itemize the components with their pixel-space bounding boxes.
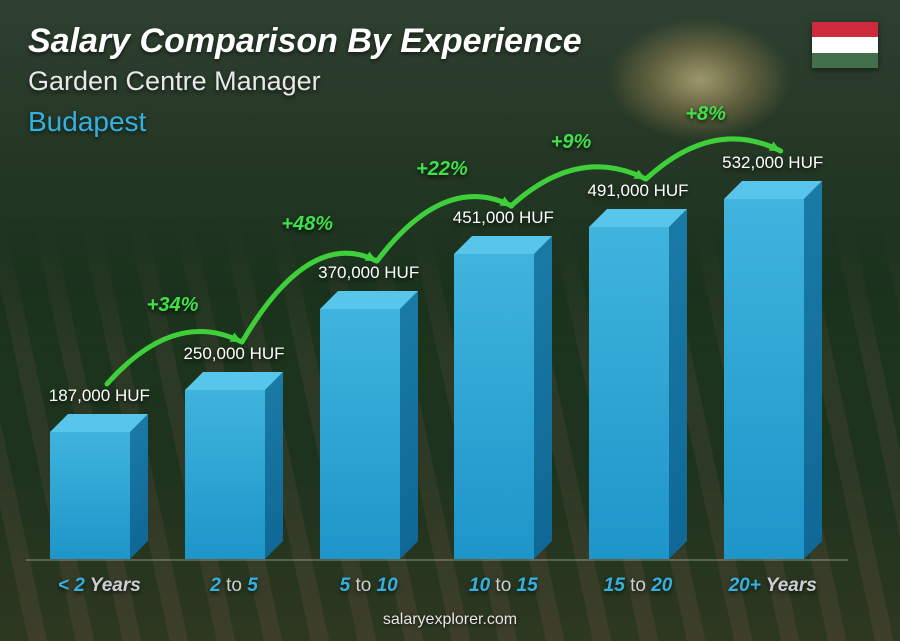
bar-front — [50, 432, 130, 559]
footer-credit: salaryexplorer.com — [0, 611, 900, 629]
growth-label-3: +22% — [416, 158, 468, 181]
bar-shape — [589, 227, 687, 559]
bar-front — [589, 227, 669, 559]
bar-side — [804, 181, 822, 559]
growth-label-4: +9% — [551, 131, 592, 154]
x-label-0: < 2 Years — [32, 575, 167, 597]
bar-side — [130, 414, 148, 559]
flag-icon — [812, 22, 878, 68]
growth-label-5: +8% — [685, 103, 726, 126]
job-title: Garden Centre Manager — [28, 66, 321, 97]
city-label: Budapest — [28, 106, 146, 138]
bar-side — [669, 209, 687, 559]
flag-stripe-bot — [812, 53, 878, 68]
x-label-2: 5 to 10 — [301, 575, 436, 597]
chart-container: Salary Comparison By Experience Garden C… — [0, 0, 900, 641]
growth-label-1: +34% — [147, 294, 199, 317]
x-label-3: 10 to 15 — [436, 575, 571, 597]
growth-label-2: +48% — [281, 213, 333, 236]
bar-shape — [50, 432, 148, 559]
x-axis-labels: < 2 Years2 to 55 to 1010 to 1515 to 2020… — [32, 575, 840, 597]
x-label-5: 20+ Years — [705, 575, 840, 597]
flag-stripe-top — [812, 22, 878, 37]
x-label-1: 2 to 5 — [167, 575, 302, 597]
page-title: Salary Comparison By Experience — [28, 22, 582, 61]
bar-front — [724, 199, 804, 559]
bar-shape — [724, 199, 822, 559]
x-label-4: 15 to 20 — [571, 575, 706, 597]
chart-baseline — [26, 559, 848, 561]
flag-stripe-mid — [812, 37, 878, 52]
